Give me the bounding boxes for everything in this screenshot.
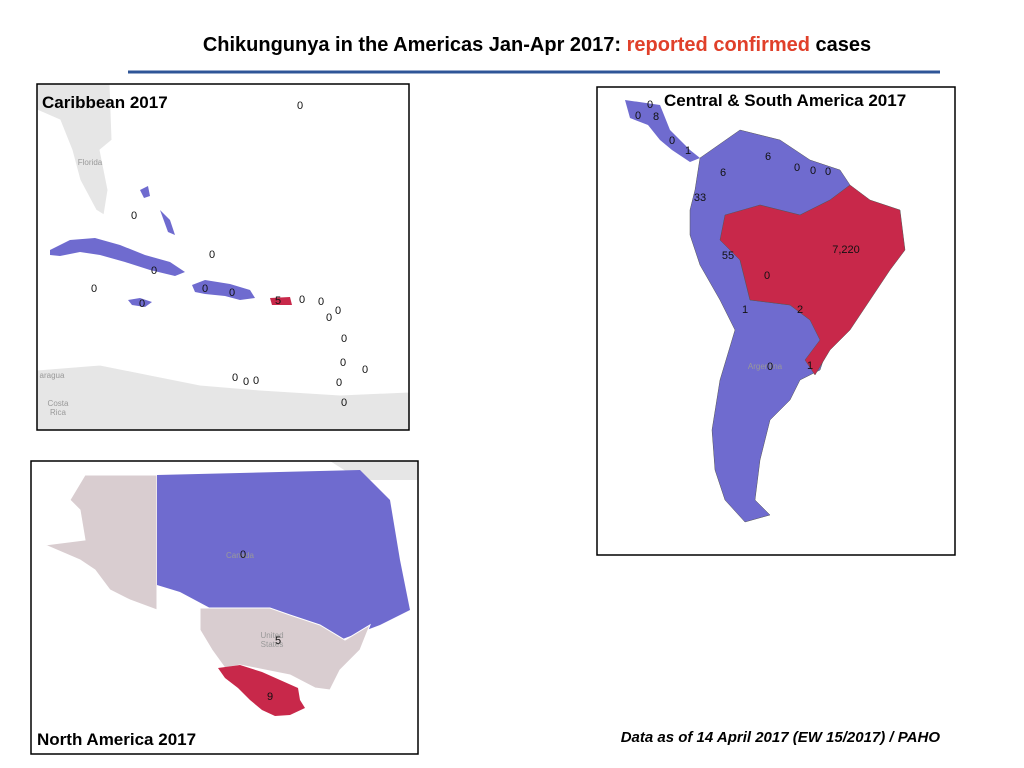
case-count: 0 [232,372,238,384]
north-america-map [31,461,418,754]
case-count: 0 [764,270,770,282]
case-count: 0 [767,361,773,373]
case-count: 1 [685,145,691,157]
case-count: 6 [765,151,771,163]
case-count: 0 [139,298,145,310]
case-count: 5 [275,295,281,307]
case-count: 0 [825,166,831,178]
case-count: 0 [647,99,653,111]
case-count: 0 [335,305,341,317]
place-name: United [260,631,283,640]
case-count: 0 [340,357,346,369]
case-count: 1 [807,360,813,372]
case-count: 0 [131,210,137,222]
case-count: 9 [267,691,273,703]
map-title: Caribbean 2017 [42,93,168,112]
title-part: Chikungunya in the Americas Jan-Apr 2017… [203,34,627,56]
case-count: 0 [318,296,324,308]
case-count: 7,220 [832,244,860,256]
title-part: cases [810,34,871,56]
case-count: 0 [240,549,246,561]
map-title: Central & South America 2017 [664,91,906,110]
case-count: 55 [722,250,734,262]
place-name: Argentina [748,362,783,371]
footnote: Data as of 14 April 2017 (EW 15/2017) / … [621,729,941,746]
title-highlight: reported confirmed [627,34,810,56]
case-count: 0 [341,333,347,345]
case-count: 0 [243,376,249,388]
case-count: 0 [794,162,800,174]
case-count: 2 [797,304,803,316]
case-count: 0 [669,135,675,147]
map-frame [596,86,956,556]
case-count: 0 [297,100,303,112]
place-name: States [261,640,284,649]
slide-title: Chikungunya in the Americas Jan-Apr 2017… [203,34,871,56]
case-count: 0 [299,294,305,306]
case-count: 8 [653,111,659,123]
case-count: 0 [336,377,342,389]
case-count: 1 [742,304,748,316]
case-count: 0 [229,287,235,299]
case-count: 0 [341,397,347,409]
map-frame [36,83,410,431]
place-name: Rica [50,408,67,417]
case-count: 0 [253,375,259,387]
case-count: 6 [720,167,726,179]
case-count: 5 [275,635,281,647]
case-count: 0 [91,283,97,295]
place-name: Florida [78,158,103,167]
map-title: North America 2017 [37,730,196,749]
case-count: 0 [362,364,368,376]
place-name: aragua [40,371,65,380]
map-frame [30,460,419,755]
case-count: 0 [635,110,641,122]
place-name: Canada [226,551,255,560]
case-count: 0 [202,283,208,295]
case-count: 0 [209,249,215,261]
case-count: 0 [326,312,332,324]
place-name: Costa [48,399,69,408]
south-america-map [597,87,955,555]
caribbean-map [37,84,409,430]
case-count: 0 [810,165,816,177]
case-count: 0 [151,265,157,277]
case-count: 33 [694,192,706,204]
